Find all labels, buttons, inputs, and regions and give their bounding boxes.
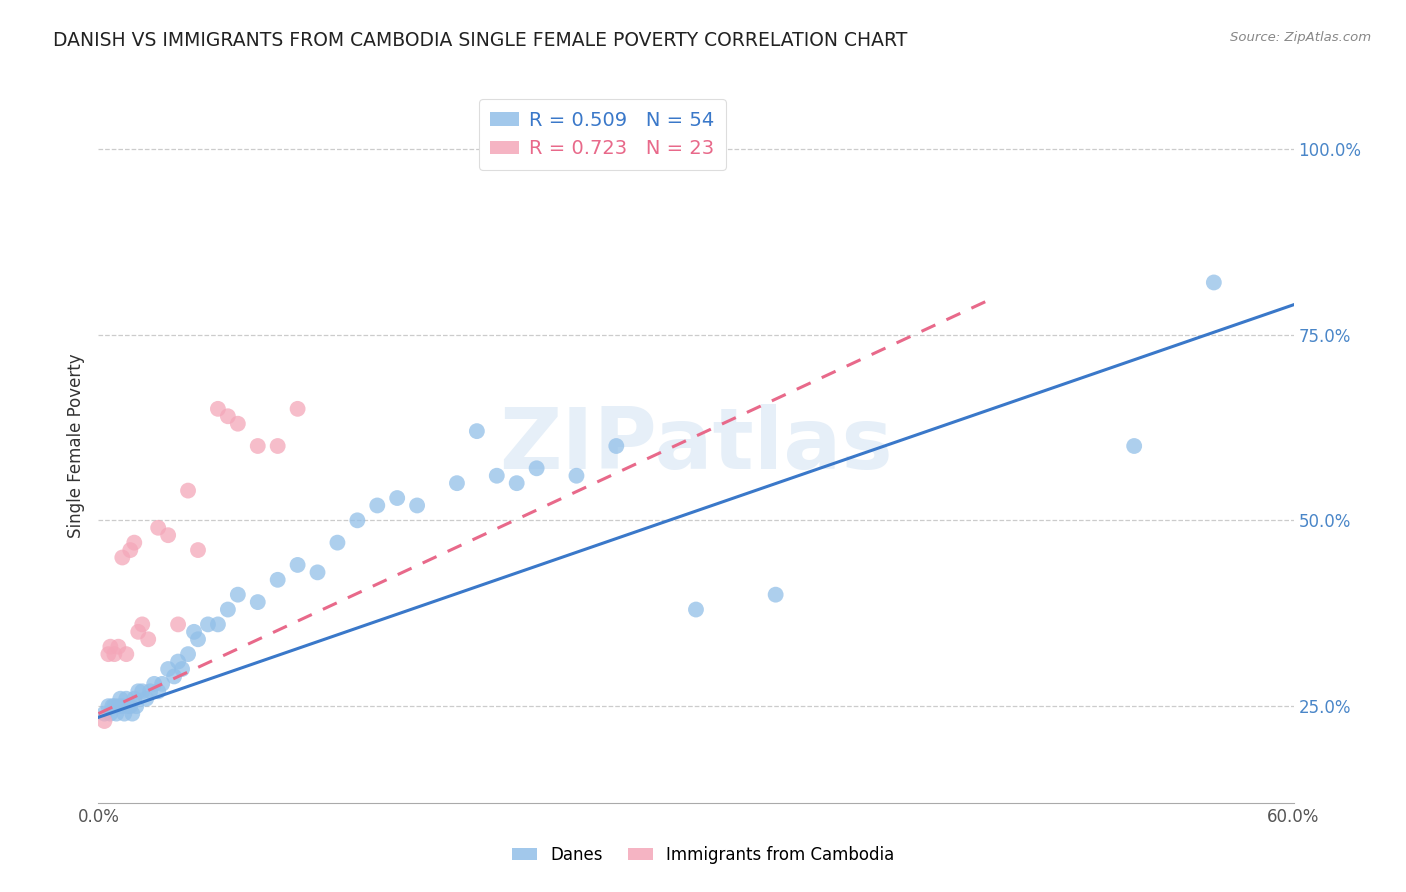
- Point: [167, 655, 190, 669]
- Point: [287, 401, 309, 416]
- Point: [765, 588, 787, 602]
- Point: [120, 699, 142, 714]
- Point: [246, 595, 269, 609]
- Point: [267, 573, 290, 587]
- Point: [246, 439, 269, 453]
- Point: [526, 461, 548, 475]
- Point: [135, 691, 157, 706]
- Point: [366, 499, 388, 513]
- Point: [107, 699, 129, 714]
- Point: [187, 543, 209, 558]
- Point: [226, 417, 249, 431]
- Point: [124, 535, 146, 549]
- Legend: R = 0.509   N = 54, R = 0.723   N = 23: R = 0.509 N = 54, R = 0.723 N = 23: [478, 99, 725, 170]
- Point: [107, 640, 129, 654]
- Point: [1123, 439, 1146, 453]
- Point: [125, 699, 148, 714]
- Point: [148, 521, 170, 535]
- Point: [115, 691, 138, 706]
- Point: [131, 617, 153, 632]
- Point: [485, 468, 508, 483]
- Point: [120, 543, 142, 558]
- Point: [172, 662, 194, 676]
- Text: ZIPatlas: ZIPatlas: [499, 404, 893, 488]
- Text: Source: ZipAtlas.com: Source: ZipAtlas.com: [1230, 31, 1371, 45]
- Point: [177, 483, 200, 498]
- Point: [157, 528, 180, 542]
- Point: [93, 706, 115, 721]
- Point: [103, 647, 125, 661]
- Point: [163, 669, 186, 683]
- Point: [97, 647, 120, 661]
- Point: [101, 699, 124, 714]
- Point: [267, 439, 290, 453]
- Point: [115, 647, 138, 661]
- Point: [177, 647, 200, 661]
- Point: [1202, 276, 1225, 290]
- Point: [183, 624, 205, 639]
- Point: [105, 706, 128, 721]
- Point: [143, 677, 166, 691]
- Point: [148, 684, 170, 698]
- Point: [197, 617, 219, 632]
- Point: [187, 632, 209, 647]
- Point: [287, 558, 309, 572]
- Point: [97, 699, 120, 714]
- Point: [605, 439, 627, 453]
- Point: [121, 706, 143, 721]
- Point: [385, 491, 409, 505]
- Point: [124, 691, 146, 706]
- Y-axis label: Single Female Poverty: Single Female Poverty: [66, 354, 84, 538]
- Point: [131, 684, 153, 698]
- Point: [111, 550, 134, 565]
- Point: [139, 684, 162, 698]
- Point: [465, 424, 488, 438]
- Point: [217, 409, 239, 424]
- Point: [127, 684, 149, 698]
- Point: [98, 640, 122, 654]
- Text: DANISH VS IMMIGRANTS FROM CAMBODIA SINGLE FEMALE POVERTY CORRELATION CHART: DANISH VS IMMIGRANTS FROM CAMBODIA SINGL…: [53, 31, 908, 50]
- Point: [685, 602, 707, 616]
- Point: [117, 699, 139, 714]
- Point: [406, 499, 429, 513]
- Point: [207, 617, 229, 632]
- Point: [136, 632, 159, 647]
- Point: [446, 476, 468, 491]
- Legend: Danes, Immigrants from Cambodia: Danes, Immigrants from Cambodia: [505, 839, 901, 871]
- Point: [167, 617, 190, 632]
- Point: [346, 513, 368, 527]
- Point: [207, 401, 229, 416]
- Point: [112, 706, 135, 721]
- Point: [326, 535, 349, 549]
- Point: [307, 566, 329, 580]
- Point: [103, 699, 125, 714]
- Point: [111, 699, 134, 714]
- Point: [506, 476, 529, 491]
- Point: [150, 677, 173, 691]
- Point: [127, 624, 149, 639]
- Point: [565, 468, 588, 483]
- Point: [93, 714, 115, 728]
- Point: [217, 602, 239, 616]
- Point: [110, 691, 132, 706]
- Point: [157, 662, 180, 676]
- Point: [98, 706, 122, 721]
- Point: [226, 588, 249, 602]
